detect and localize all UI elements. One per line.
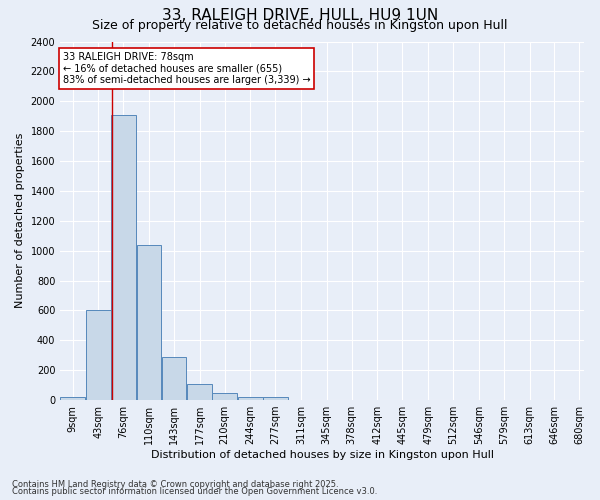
Bar bbox=[212, 394, 237, 400]
Bar bbox=[111, 114, 136, 400]
Text: Contains HM Land Registry data © Crown copyright and database right 2025.: Contains HM Land Registry data © Crown c… bbox=[12, 480, 338, 489]
Bar bbox=[263, 397, 287, 400]
Bar bbox=[187, 384, 212, 400]
Text: Contains public sector information licensed under the Open Government Licence v3: Contains public sector information licen… bbox=[12, 487, 377, 496]
Text: Size of property relative to detached houses in Kingston upon Hull: Size of property relative to detached ho… bbox=[92, 18, 508, 32]
Y-axis label: Number of detached properties: Number of detached properties bbox=[15, 133, 25, 308]
X-axis label: Distribution of detached houses by size in Kingston upon Hull: Distribution of detached houses by size … bbox=[151, 450, 494, 460]
Bar bbox=[137, 244, 161, 400]
Text: 33, RALEIGH DRIVE, HULL, HU9 1UN: 33, RALEIGH DRIVE, HULL, HU9 1UN bbox=[162, 8, 438, 22]
Bar bbox=[162, 357, 186, 400]
Bar bbox=[61, 397, 85, 400]
Text: 33 RALEIGH DRIVE: 78sqm
← 16% of detached houses are smaller (655)
83% of semi-d: 33 RALEIGH DRIVE: 78sqm ← 16% of detache… bbox=[63, 52, 310, 86]
Bar bbox=[238, 397, 263, 400]
Bar bbox=[86, 310, 110, 400]
